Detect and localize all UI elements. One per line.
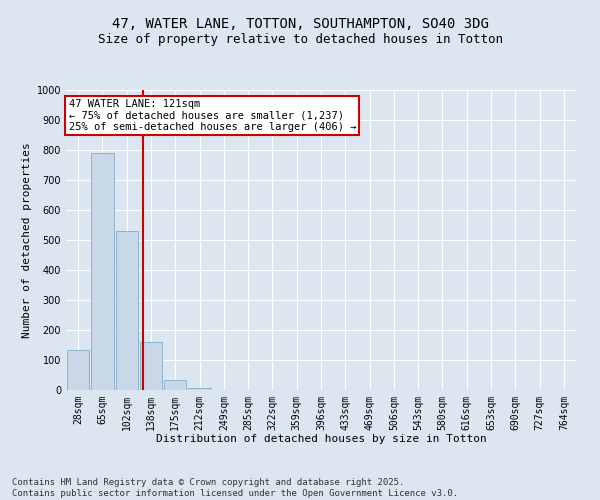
Bar — [140, 342, 162, 390]
Bar — [164, 380, 187, 390]
Bar — [116, 231, 138, 390]
Bar — [188, 388, 211, 390]
Text: 47 WATER LANE: 121sqm
← 75% of detached houses are smaller (1,237)
25% of semi-d: 47 WATER LANE: 121sqm ← 75% of detached … — [68, 99, 356, 132]
Text: Contains HM Land Registry data © Crown copyright and database right 2025.
Contai: Contains HM Land Registry data © Crown c… — [12, 478, 458, 498]
Y-axis label: Number of detached properties: Number of detached properties — [22, 142, 32, 338]
X-axis label: Distribution of detached houses by size in Totton: Distribution of detached houses by size … — [155, 434, 487, 444]
Bar — [67, 350, 89, 390]
Text: Size of property relative to detached houses in Totton: Size of property relative to detached ho… — [97, 32, 503, 46]
Text: 47, WATER LANE, TOTTON, SOUTHAMPTON, SO40 3DG: 47, WATER LANE, TOTTON, SOUTHAMPTON, SO4… — [112, 18, 488, 32]
Bar — [91, 153, 113, 390]
